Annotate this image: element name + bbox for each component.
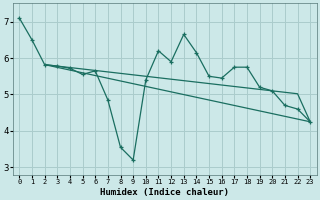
X-axis label: Humidex (Indice chaleur): Humidex (Indice chaleur) [100,188,229,197]
